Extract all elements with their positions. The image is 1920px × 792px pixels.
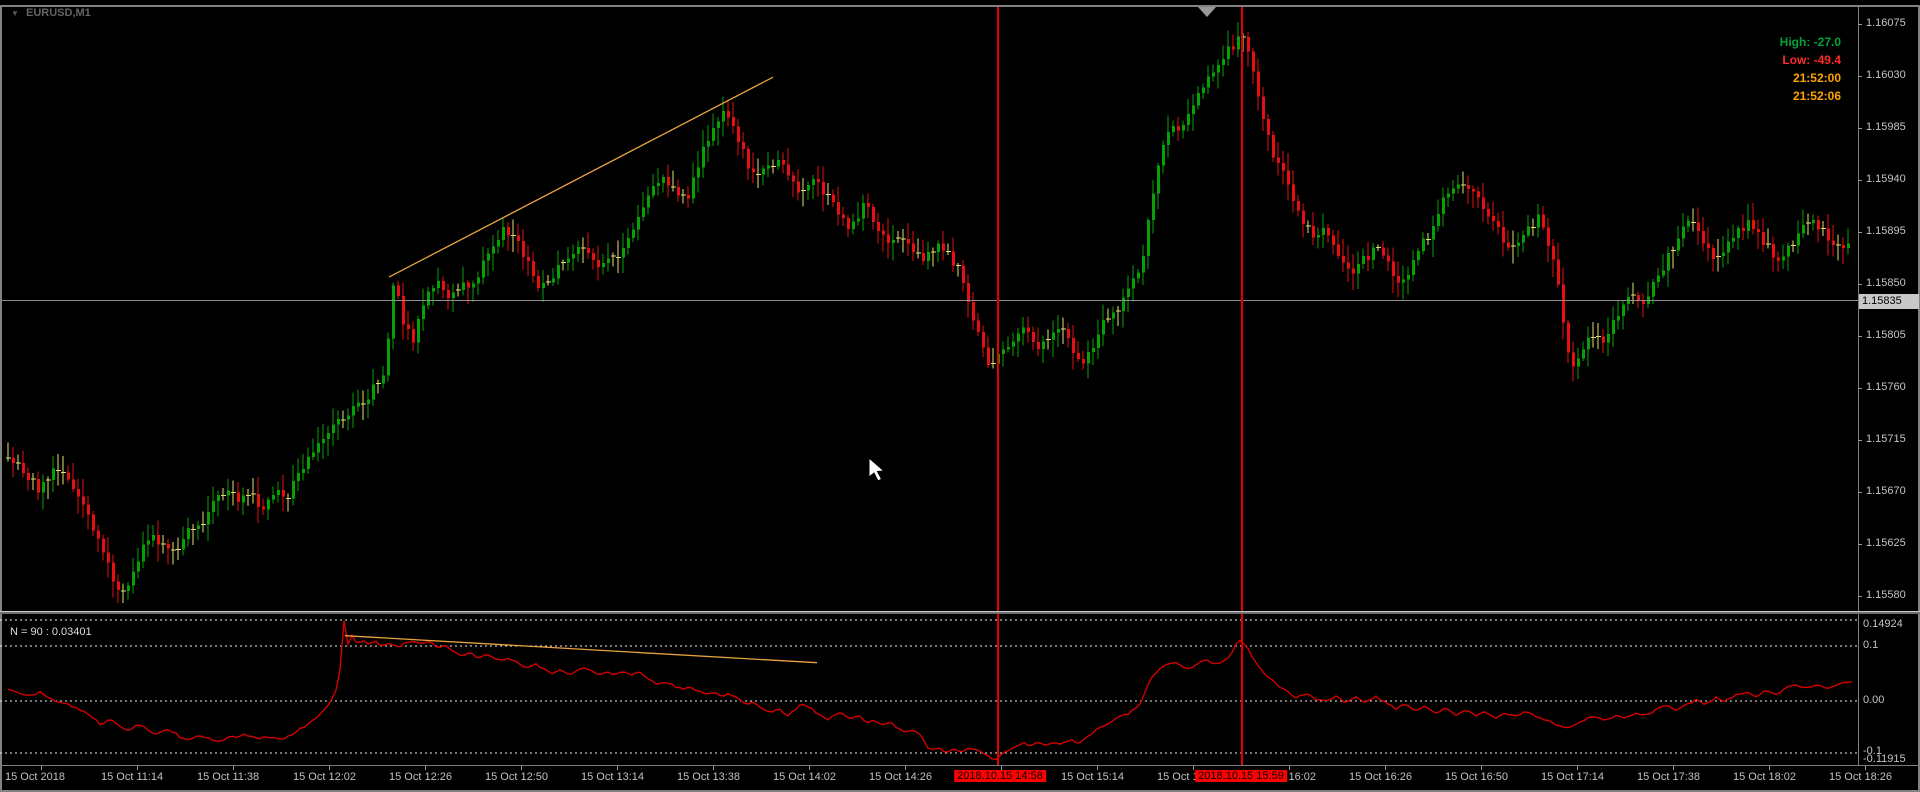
time-axis-label: 15 Oct 18:02 [1733,771,1796,783]
time-axis-label: 15 Oct 15:14 [1061,771,1124,783]
time-axis-tick [1001,765,1002,770]
price-axis-label: 1.15985 [1866,121,1906,133]
time-axis-label: 15 Oct 14:26 [869,771,932,783]
time-axis-tick [1577,765,1578,770]
time-axis-tick [521,765,522,770]
price-axis-label: 1.15760 [1866,381,1906,393]
window-border-left [0,5,2,792]
price-axis-label: 1.16075 [1866,17,1906,29]
panel-splitter[interactable] [0,611,1920,614]
price-axis-label: 1.15805 [1866,329,1906,341]
indicator-trendline[interactable] [344,635,818,664]
vertical-event-line[interactable] [997,7,999,765]
price-axis-tick [1858,128,1862,129]
price-axis-tick [1858,388,1862,389]
time-axis-tick [1865,765,1866,770]
price-axis-tick [1858,492,1862,493]
price-axis-tick [1858,232,1862,233]
price-axis-tick [1858,180,1862,181]
time-axis-tick [1097,765,1098,770]
time-axis-tick [425,765,426,770]
time-axis-tick [1193,765,1194,770]
time-axis-tick [1385,765,1386,770]
time-axis-tick [905,765,906,770]
candlestick-chart[interactable] [0,0,1858,611]
time-axis-tick [329,765,330,770]
price-axis-label: 1.15940 [1866,173,1906,185]
current-price-line[interactable] [2,300,1858,301]
time-axis-line [0,765,1920,766]
symbol-label: EURUSD,M1 [26,7,91,19]
indicator-axis-label: 0.00 [1863,694,1885,706]
time-axis-tick [617,765,618,770]
info-time-1: 21:52:00 [1792,71,1841,85]
price-axis-label: 1.15850 [1866,277,1906,289]
time-axis-label: 15 Oct 18:26 [1829,771,1892,783]
indicator-axis-label: -0.1 [1863,745,1882,757]
info-high-value: High: -27.0 [1779,35,1841,49]
time-axis-label: 15 Oct 17:14 [1541,771,1604,783]
price-axis-label: 1.15895 [1866,225,1906,237]
price-axis-tick [1858,284,1862,285]
indicator-axis-label: -0.11915 [1863,753,1906,765]
price-trendline[interactable] [388,76,774,278]
current-price-tag: 1.15835 [1859,294,1919,309]
time-axis-tick [1769,765,1770,770]
indicator-info-panel: High: -27.0 Low: -49.4 21:52:00 21:52:06 [1780,33,1841,105]
time-axis-tick [809,765,810,770]
time-axis-tick [713,765,714,770]
oscillator-indicator-chart[interactable] [0,614,1858,765]
time-axis-tick [1673,765,1674,770]
mouse-cursor-icon [868,457,886,482]
event-time-label: 2018.10.15 14:58 [954,770,1046,782]
price-axis-label: 1.15715 [1866,433,1906,445]
time-axis-tick [1289,765,1290,770]
triangle-marker-icon[interactable] [1198,7,1218,19]
time-axis-label: 15 Oct 13:14 [581,771,644,783]
price-axis-tick [1858,24,1862,25]
window-border-right [1918,5,1920,792]
price-axis-line [1858,6,1859,765]
price-axis-label: 1.15625 [1866,537,1906,549]
info-low-value: Low: -49.4 [1782,53,1841,67]
price-axis-tick [1858,544,1862,545]
price-axis-tick [1858,76,1862,77]
price-axis-tick [1858,336,1862,337]
symbol-dropdown-icon[interactable]: ▼ [11,9,19,18]
time-axis-tick [1481,765,1482,770]
price-axis-label: 1.15670 [1866,485,1906,497]
info-time-2: 21:52:06 [1792,89,1841,103]
indicator-axis-label: 0.14924 [1863,618,1903,630]
price-axis-label: 1.16030 [1866,69,1906,81]
time-axis-tick [233,765,234,770]
time-axis-label: 15 Oct 14:02 [773,771,836,783]
event-time-label: 2018.10.15 15:59 [1195,770,1287,782]
price-axis-label: 1.15580 [1866,589,1906,601]
vertical-event-line[interactable] [1241,7,1243,765]
time-axis-label: 15 Oct 11:38 [197,771,260,783]
time-axis-label: 15 Oct 12:26 [389,771,452,783]
price-axis-tick [1858,596,1862,597]
price-axis-tick [1858,440,1862,441]
time-axis-label: 15 Oct 16:26 [1349,771,1412,783]
time-axis-label: 15 Oct 13:38 [677,771,740,783]
indicator-title: N = 90 : 0.03401 [10,626,92,638]
time-axis-label: 15 Oct 12:02 [293,771,356,783]
time-axis-label: 15 Oct 16:50 [1445,771,1508,783]
window-border-top [0,5,1920,7]
window-border-bottom [0,790,1920,792]
time-axis-tick [137,765,138,770]
time-axis-tick [41,765,42,770]
indicator-axis-label: 0.1 [1863,639,1879,651]
time-axis-label: 15 Oct 2018 [5,771,65,783]
time-axis-label: 15 Oct 11:14 [101,771,164,783]
time-axis-label: 15 Oct 17:38 [1637,771,1700,783]
time-axis-label: 15 Oct 12:50 [485,771,548,783]
